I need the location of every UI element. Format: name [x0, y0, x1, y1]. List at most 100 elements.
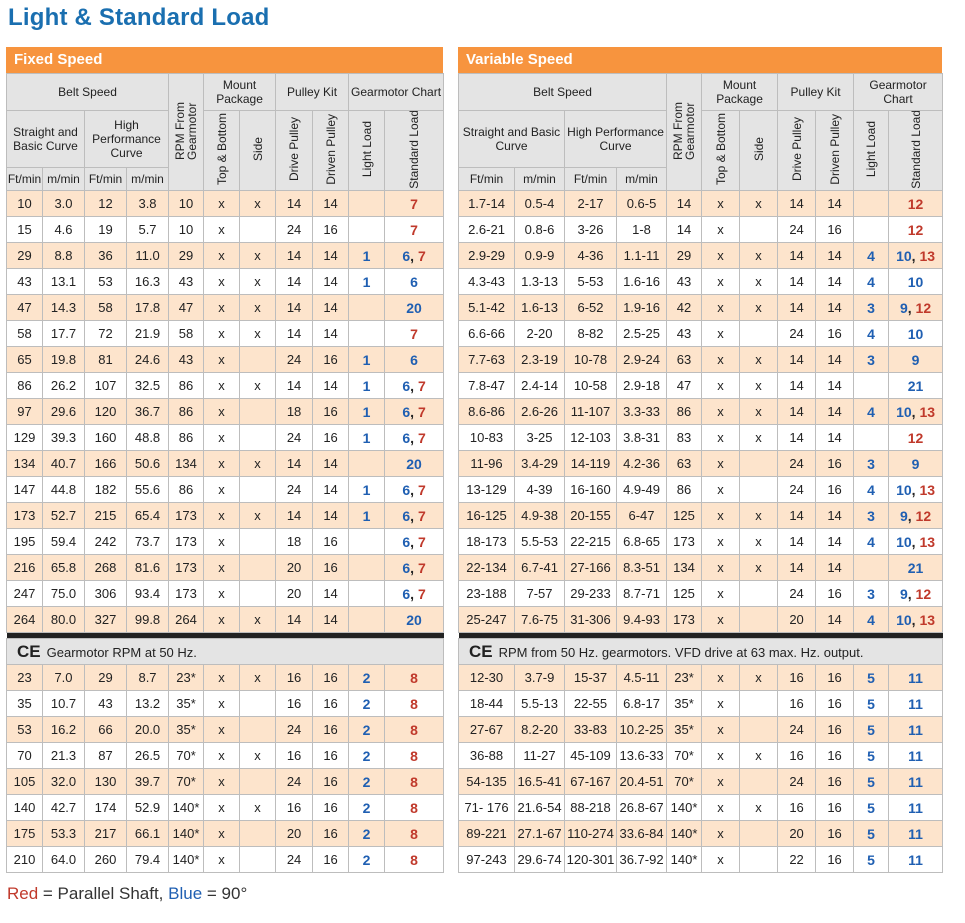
table-cell: 16: [815, 450, 855, 477]
table-cell: 166: [84, 450, 127, 477]
table-cell: 29.6: [42, 398, 85, 425]
table-cell: 173: [168, 528, 205, 555]
table-cell: 14: [312, 372, 350, 399]
table-cell: 217: [84, 820, 127, 847]
table-row: 29 8.8 36 11.0 29 x x 14 14 1 6, 7: [6, 242, 445, 269]
high-perf-header: High Performance Curve: [563, 110, 668, 168]
table-cell: 15-37: [564, 664, 617, 691]
standard-load-cell: 11: [888, 794, 944, 821]
table-cell: 10: [168, 190, 205, 217]
mmin-header: m/min: [615, 167, 668, 191]
table-cell: 260: [84, 846, 127, 873]
table-cell: [739, 320, 779, 347]
standard-load-cell: 6, 7: [384, 372, 445, 399]
standard-load-cell: 10: [888, 268, 944, 295]
table-cell: x: [701, 398, 741, 425]
table-cell: 2.4-14: [514, 372, 565, 399]
table-row: 173 52.7 215 65.4 173 x x 14 14 1 6, 7: [6, 502, 445, 529]
table-cell: x: [203, 528, 241, 555]
table-cell: 47: [168, 294, 205, 321]
table-cell: [739, 820, 779, 847]
standard-load-cell: 11: [888, 690, 944, 717]
table-cell: 35*: [168, 716, 205, 743]
table-cell: 14: [777, 502, 817, 529]
light-load-header: Light Load: [853, 110, 890, 191]
table-cell: 66: [84, 716, 127, 743]
table-cell: [239, 690, 277, 717]
table-cell: [239, 554, 277, 581]
table-cell: 39.7: [125, 768, 170, 795]
table-cell: 10: [6, 190, 43, 217]
table-cell: 14: [777, 346, 817, 373]
gearmotor-chart-header: Gearmotor Chart: [853, 73, 944, 111]
table-cell: 19: [84, 216, 127, 243]
table-cell: 70*: [666, 742, 703, 769]
table-cell: 14: [275, 606, 314, 633]
ftmin-header: Ft/min: [458, 167, 515, 191]
table-cell: 16: [275, 664, 314, 691]
table-cell: 14: [777, 424, 817, 451]
table-cell: 0.8-6: [514, 216, 565, 243]
ce-mark-icon: CE: [469, 641, 493, 661]
table-cell: 16: [815, 846, 855, 873]
table-cell: 14: [815, 606, 855, 633]
table-cell: 71- 176: [458, 794, 515, 821]
table-cell: 36.7-92: [615, 846, 668, 873]
table-row: 65 19.8 81 24.6 43 x 24 16 1 6: [6, 346, 445, 373]
table-row: 247 75.0 306 93.4 173 x 20 14 6, 7: [6, 580, 445, 607]
table-cell: x: [203, 294, 241, 321]
table-cell: 14: [815, 190, 855, 217]
table-cell: 105: [6, 768, 43, 795]
mount-package-header: Mount Package: [203, 73, 277, 111]
table-cell: 4: [853, 528, 890, 555]
table-cell: 75.0: [42, 580, 85, 607]
table-row: 86 26.2 107 32.5 86 x x 14 14 1 6, 7: [6, 372, 445, 399]
table-cell: x: [739, 528, 779, 555]
table-cell: 86: [168, 398, 205, 425]
table-cell: 5.5-53: [514, 528, 565, 555]
table-cell: 5.7: [125, 216, 170, 243]
standard-load-cell: 7: [384, 320, 445, 347]
table-cell: x: [203, 372, 241, 399]
table-cell: 14: [815, 502, 855, 529]
table-cell: 43: [666, 320, 703, 347]
table-cell: 14: [275, 502, 314, 529]
standard-load-cell: 8: [384, 742, 445, 769]
table-cell: 134: [168, 450, 205, 477]
table-cell: 0.5-4: [514, 190, 565, 217]
table-cell: x: [203, 716, 241, 743]
table-cell: 24: [275, 346, 314, 373]
table-cell: 19.8: [42, 346, 85, 373]
table-cell: 14: [666, 216, 703, 243]
table-cell: 8.7-71: [615, 580, 668, 607]
table-cell: 35*: [666, 690, 703, 717]
table-cell: x: [203, 502, 241, 529]
table-cell: x: [701, 528, 741, 555]
table-cell: 66.1: [125, 820, 170, 847]
table-cell: 2.9-29: [458, 242, 515, 269]
table-cell: 7.8-47: [458, 372, 515, 399]
table-cell: 140*: [168, 820, 205, 847]
table-cell: 14: [815, 268, 855, 295]
table-cell: [348, 294, 386, 321]
ce-note: CE RPM from 50 Hz. gearmotors. VFD drive …: [457, 638, 944, 665]
table-cell: 14: [275, 242, 314, 269]
table-cell: 4.3-43: [458, 268, 515, 295]
table-row: 43 13.1 53 16.3 43 x x 14 14 1 6: [6, 268, 445, 295]
table-cell: 23-188: [458, 580, 515, 607]
standard-load-cell: 8: [384, 690, 445, 717]
table-cell: [739, 606, 779, 633]
table-cell: [739, 476, 779, 503]
table-cell: 125: [666, 502, 703, 529]
table-cell: 42: [666, 294, 703, 321]
standard-load-cell: 9, 12: [888, 502, 944, 529]
table-cell: 65.8: [42, 554, 85, 581]
table-cell: 31-306: [564, 606, 617, 633]
table-cell: 21.3: [42, 742, 85, 769]
table-cell: 43: [84, 690, 127, 717]
mmin-header: m/min: [514, 167, 565, 191]
table-cell: 45-109: [564, 742, 617, 769]
table-cell: [239, 528, 277, 555]
table-cell: 7.7-63: [458, 346, 515, 373]
fixed-body: 10 3.0 12 3.8 10 x x 14 14 7 15 4.6 19 5.7 10 x 24 16 7 29 8…: [6, 190, 445, 633]
